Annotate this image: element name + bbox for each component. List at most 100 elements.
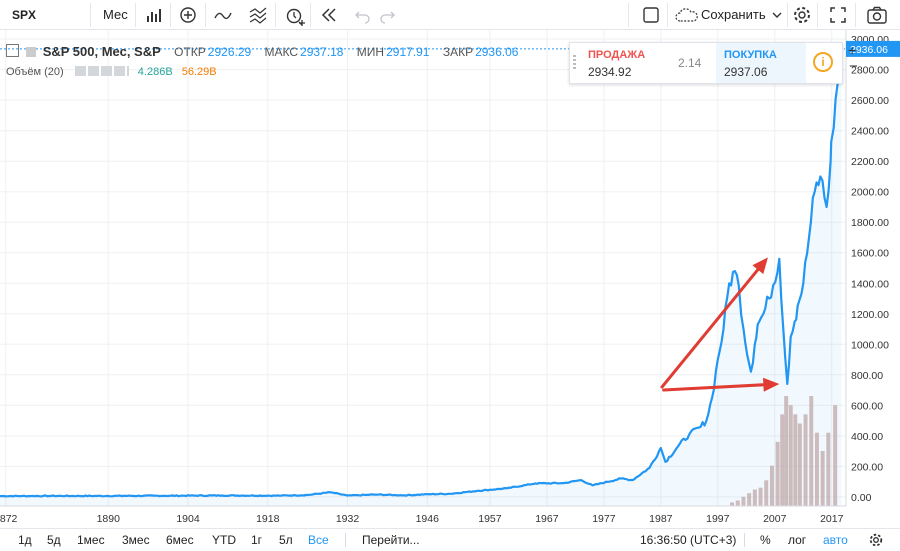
range-5y[interactable]: 5л — [279, 533, 293, 547]
close-value: 2936.06 — [475, 45, 519, 59]
trend-arrow-shaft — [662, 383, 765, 392]
save-button[interactable]: Сохранить — [701, 7, 766, 22]
buy-label: ПОКУПКА — [724, 49, 777, 61]
camera-icon[interactable] — [865, 4, 887, 26]
toolbar-divider — [90, 3, 91, 27]
top-toolbar: SPX Мес Сохранить — [0, 0, 900, 30]
bottom-divider — [744, 533, 745, 547]
fullscreen-layout-icon[interactable] — [640, 4, 662, 26]
financials-icon[interactable] — [247, 4, 269, 26]
fullscreen-icon[interactable] — [827, 4, 849, 26]
toolbar-divider — [275, 3, 276, 27]
range-5d[interactable]: 5д — [47, 533, 61, 547]
volume-label: Объём (20) — [6, 66, 64, 78]
volume-bars — [730, 396, 838, 506]
trend-arrow-head — [752, 257, 768, 275]
open-value: 2926.29 — [207, 45, 252, 59]
info-icon[interactable]: i — [813, 52, 833, 72]
symbol-search[interactable]: SPX — [12, 8, 37, 22]
indicators-icon[interactable] — [212, 4, 234, 26]
spread-value: 2.14 — [678, 56, 702, 70]
time-tick-label: 1932 — [336, 513, 360, 525]
volume-bar — [775, 441, 780, 506]
drag-handle-icon[interactable] — [573, 55, 576, 71]
volume-bar — [820, 451, 825, 506]
buy-button[interactable]: ПОКУПКА 2937.06 — [716, 43, 806, 83]
sell-button[interactable]: ПРОДАЖА 2934.92 — [582, 43, 674, 83]
last-price-text: 2936.06 — [850, 44, 888, 56]
price-area-fill — [0, 48, 842, 507]
close-label: ЗАКР — [442, 45, 474, 59]
volume-bar — [833, 405, 838, 506]
range-1d[interactable]: 1д — [18, 533, 32, 547]
range-6m[interactable]: 6мес — [166, 533, 194, 547]
price-tick-label: 400.00 — [851, 431, 883, 443]
gear-icon[interactable] — [791, 4, 813, 26]
time-tick-label: 2007 — [763, 513, 787, 525]
price-tick-label: 2000.00 — [851, 187, 889, 199]
volume-bar — [730, 502, 735, 506]
price-tick-label: 1000.00 — [851, 339, 889, 351]
range-1y[interactable]: 1г — [251, 533, 263, 547]
log-toggle[interactable]: лог — [788, 533, 807, 547]
price-tick-label: 2800.00 — [851, 65, 889, 77]
alert-icon[interactable] — [283, 4, 305, 26]
toolbar-divider — [170, 3, 171, 27]
time-tick-label: 1890 — [97, 513, 121, 525]
price-tick-label: 1800.00 — [851, 217, 889, 229]
auto-toggle[interactable]: авто — [823, 533, 848, 547]
time-tick-label: 1904 — [176, 513, 200, 525]
range-3m[interactable]: 3мес — [122, 533, 150, 547]
toolbar-divider — [855, 3, 856, 27]
range-ytd[interactable]: YTD — [212, 533, 236, 547]
time-tick-label: 2017 — [820, 513, 844, 525]
time-tick-label: 1946 — [416, 513, 440, 525]
percent-toggle[interactable]: % — [760, 533, 771, 547]
volume-bar — [764, 480, 769, 506]
volume-bar — [769, 465, 774, 506]
trend-arrows — [660, 257, 780, 392]
volume-bar — [826, 432, 831, 506]
price-line — [0, 48, 843, 498]
price-chart[interactable]: 0.00 200.00 400.00 600.00 800.00 1000.00 1200.… — [0, 30, 900, 528]
price-tick-label: 1200.00 — [851, 309, 889, 321]
chevron-down-icon[interactable] — [766, 4, 788, 26]
volume-bar — [809, 396, 814, 506]
price-tick-label: 2200.00 — [851, 156, 889, 168]
price-axis-bg — [846, 30, 900, 528]
price-tick-label: 0.00 — [851, 492, 872, 504]
volume-bar — [735, 500, 740, 506]
high-value: 2937.18 — [300, 45, 344, 59]
volume-bar — [797, 423, 802, 506]
goto-date-button[interactable]: Перейти... — [362, 533, 420, 547]
volume-bar — [747, 493, 752, 506]
collapse-icon[interactable] — [6, 44, 19, 57]
undo-icon[interactable] — [352, 4, 374, 26]
volume-bar — [803, 414, 808, 506]
replay-icon[interactable] — [318, 4, 340, 26]
time-tick-label: 1977 — [592, 513, 616, 525]
volume-bar — [741, 496, 746, 506]
zoom-in-icon: + — [848, 42, 856, 58]
low-value: 2917.91 — [386, 45, 430, 59]
buy-sell-widget: ПРОДАЖА 2934.92 2.14 ПОКУПКА 2937.06 i — [569, 42, 843, 84]
range-1m[interactable]: 1мес — [77, 533, 105, 547]
time-tick-label: 1997 — [706, 513, 730, 525]
series-title: S&P 500, Мес, S&P — [42, 44, 161, 59]
gear-icon[interactable] — [868, 532, 884, 551]
sell-label: ПРОДАЖА — [588, 49, 646, 61]
time-tick-label: 1957 — [478, 513, 502, 525]
toolbar-divider — [310, 3, 311, 27]
range-all[interactable]: Все — [308, 533, 329, 547]
volume-value: 4.286B — [137, 66, 173, 78]
volume-bar — [793, 414, 798, 506]
interval-button[interactable]: Мес — [103, 7, 128, 22]
redo-icon[interactable] — [376, 4, 398, 26]
volume-bar — [780, 414, 785, 506]
chart-style-icon[interactable] — [143, 4, 165, 26]
time-tick-label: 1918 — [256, 513, 280, 525]
legend-buttons[interactable] — [74, 66, 129, 76]
time-tick-label: 1987 — [649, 513, 673, 525]
compare-add-icon[interactable] — [177, 4, 199, 26]
clock-time[interactable]: 16:36:50 (UTC+3) — [640, 533, 737, 547]
